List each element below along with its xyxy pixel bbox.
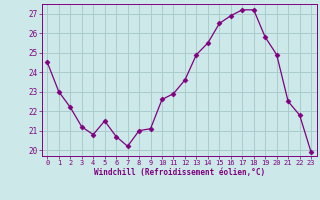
X-axis label: Windchill (Refroidissement éolien,°C): Windchill (Refroidissement éolien,°C) <box>94 168 265 177</box>
